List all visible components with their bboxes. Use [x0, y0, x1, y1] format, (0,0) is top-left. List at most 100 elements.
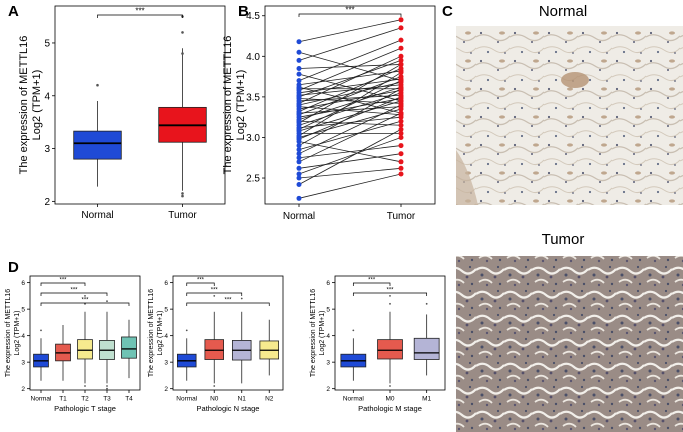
- significance-bracket: [186, 282, 215, 286]
- outlier-point: [181, 194, 184, 198]
- y-tick-label: 3.0: [246, 133, 260, 144]
- normal-point: [296, 143, 302, 149]
- outlier-point: [389, 302, 391, 305]
- pair-line: [298, 84, 402, 96]
- y-tick-label: 6: [326, 280, 330, 287]
- panel-label-c: C: [442, 3, 453, 20]
- x-tick-label: T3: [103, 396, 111, 403]
- significance-label: ***: [211, 288, 219, 294]
- significance-bracket: [40, 292, 108, 296]
- panel-label-b: B: [238, 3, 249, 20]
- ihc-image-tumor: [456, 256, 683, 432]
- normal-point: [296, 57, 302, 63]
- outlier-point: [106, 387, 108, 390]
- y-axis-label: The expression of METTL16 Log2 (TPM+1): [148, 289, 164, 377]
- pair-line: [298, 167, 402, 179]
- outlier-point: [352, 329, 355, 332]
- pair-line: [298, 81, 402, 106]
- y-tick-label: 6: [21, 280, 25, 287]
- significance-label: ***: [135, 7, 144, 16]
- normal-point: [296, 78, 302, 84]
- pair-line: [298, 137, 402, 175]
- y-tick-label: 5: [44, 38, 50, 49]
- y-axis-title: The expression of METTL16: [148, 289, 155, 377]
- significance-bracket: [186, 302, 270, 306]
- x-tick-label: T2: [81, 396, 89, 403]
- normal-point: [296, 49, 302, 55]
- y-tick-label: 4: [164, 333, 168, 340]
- outlier-point: [213, 385, 216, 387]
- x-tick-label: Tumor: [387, 211, 416, 222]
- pair-line: [298, 27, 402, 61]
- pair-line: [298, 98, 402, 104]
- plot-frame: [54, 5, 226, 205]
- outlier-point: [106, 385, 108, 387]
- outlier-point: [389, 385, 391, 387]
- box-m0: [377, 339, 403, 360]
- boxplot-n-stage: 2 3 4 5 6 Normal N0 N1 N2 *** *** *** Pathologic N s…: [148, 275, 284, 413]
- normal-point: [296, 159, 302, 165]
- pair-line: [298, 51, 402, 82]
- x-tick-label: N0: [210, 396, 219, 403]
- box-t2: [77, 339, 93, 360]
- histology-tumor-title: Tumor: [542, 231, 585, 248]
- pair-line: [298, 141, 402, 163]
- pair-line: [298, 96, 402, 140]
- tumor-point: [398, 134, 404, 140]
- x-tick-label: N1: [238, 396, 247, 403]
- outlier-point: [185, 329, 188, 332]
- pair-line: [298, 47, 402, 91]
- tumor-point: [398, 61, 404, 67]
- significance-bracket: [97, 14, 183, 18]
- y-tick-label: 3: [326, 359, 330, 366]
- y-tick-label: 3: [21, 359, 25, 366]
- outlier-point: [389, 294, 391, 297]
- pair-line: [298, 128, 402, 185]
- boxplot-normal-vs-tumor: 2 3 4 5 Normal Tumor *** The expression of METT…: [18, 5, 226, 221]
- y-tick-label: 5: [164, 306, 168, 313]
- significance-label: ***: [386, 288, 394, 294]
- tumor-point: [398, 78, 404, 84]
- y-axis-title: The expression of METTL16: [18, 36, 30, 175]
- x-tick-label: N2: [265, 396, 274, 403]
- significance-bracket: [40, 282, 86, 286]
- y-tick-label: 5: [326, 306, 330, 313]
- pair-line: [298, 73, 402, 102]
- ihc-normal-stain-region: [456, 150, 478, 205]
- normal-point: [296, 151, 302, 157]
- pair-line: [298, 173, 402, 199]
- outlier-point: [213, 294, 216, 297]
- y-tick-label: 4: [21, 333, 25, 340]
- tumor-point: [398, 143, 404, 149]
- pair-line: [298, 19, 402, 43]
- normal-point: [296, 155, 302, 161]
- tumor-point: [398, 126, 404, 132]
- normal-point: [296, 165, 302, 171]
- x-tick-label: M1: [422, 396, 431, 403]
- normal-point: [296, 39, 302, 45]
- outlier-point: [181, 52, 184, 55]
- x-tick-label: Normal: [343, 396, 365, 403]
- normal-point: [296, 175, 302, 181]
- normal-point: [296, 182, 302, 188]
- pair-line: [298, 76, 402, 116]
- tumor-point: [398, 82, 404, 88]
- panel-label-d: D: [8, 259, 19, 276]
- tumor-point: [398, 171, 404, 177]
- x-axis-title: Pathologic T stage: [54, 404, 116, 413]
- normal-point: [296, 171, 302, 177]
- tumor-point: [398, 151, 404, 157]
- x-tick-label: Normal: [31, 396, 53, 403]
- y-tick-label: 2: [21, 386, 25, 393]
- y-tick-label: 3: [164, 359, 168, 366]
- y-tick-label: 2: [164, 386, 168, 393]
- paired-plot-normal-vs-tumor: 2.5 3.0 3.5 4.0 4.5 Normal Tumor *** The express…: [222, 6, 436, 222]
- outlier-point: [181, 192, 184, 195]
- significance-bracket: [40, 302, 130, 306]
- y-axis-subtitle: Log2 (TPM+1): [235, 70, 247, 141]
- box-normal: [73, 130, 122, 160]
- x-axis-title: Pathologic N stage: [197, 404, 260, 413]
- normal-point: [296, 82, 302, 88]
- x-tick-label: T1: [59, 396, 67, 403]
